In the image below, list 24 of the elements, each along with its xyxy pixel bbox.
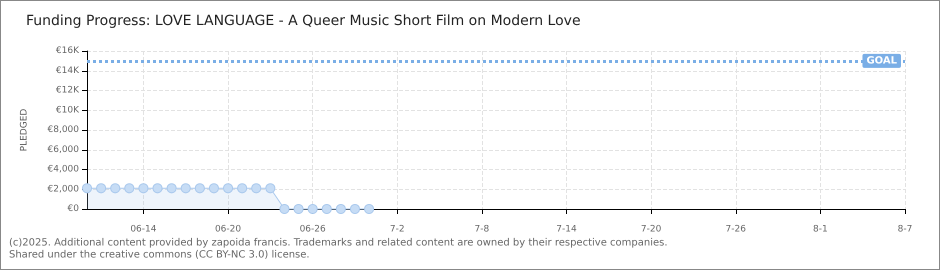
x-tick-label: 06-26 [300, 224, 326, 234]
y-tick-label: €0 [68, 204, 80, 214]
x-tick-label: 7-20 [640, 224, 662, 234]
x-tick-label: 06-14 [130, 224, 157, 234]
x-tick-label: 8-7 [898, 224, 912, 234]
x-tick-label: 7-2 [390, 224, 405, 234]
x-tick-label: 7-14 [556, 224, 577, 234]
x-tick-label: 06-20 [214, 224, 242, 234]
text: Shared under the creative commons (CC BY-NC 3.0) license. [9, 250, 310, 260]
y-tick-label: €16K [56, 46, 80, 56]
text: (c)2025. Additional content provided by zapoida francis. Trademarks and related content are owned by their respective companies. [9, 238, 668, 248]
y-axis-title: PLEDGED [20, 108, 30, 152]
y-tick-label: €6,000 [48, 144, 80, 155]
y-tick-label: €14K [56, 66, 80, 76]
y-tick-label: €8,000 [48, 125, 80, 135]
ref-line-label: GOAL [866, 55, 898, 66]
y-tick-label: €2,000 [48, 184, 80, 194]
y-tick-label: €10K [56, 105, 80, 116]
x-tick-label: 8-1 [813, 224, 828, 234]
y-tick-label: €12K [56, 86, 80, 96]
x-tick-label: 7-26 [726, 224, 746, 234]
x-tick-label: 7-8 [474, 224, 490, 234]
chart-title: Funding Progress: LOVE LANGUAGE - A Queer Music Short Film on Modern Love [26, 13, 581, 29]
y-tick-label: €4,000 [48, 164, 80, 174]
